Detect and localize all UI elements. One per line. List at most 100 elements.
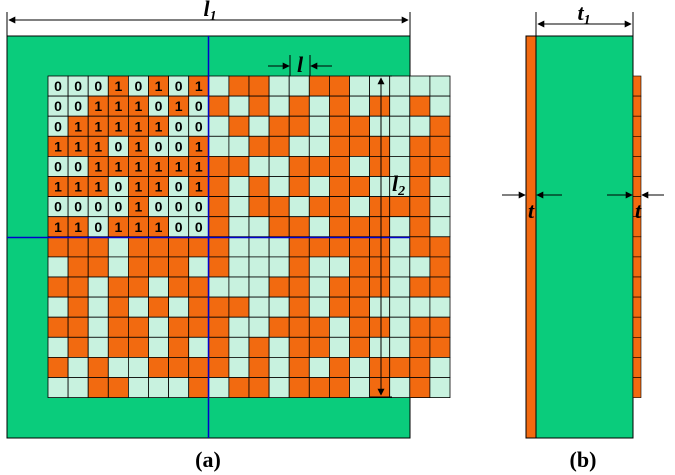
coding-bit: 1 [195, 179, 203, 195]
coding-bit: 0 [114, 138, 122, 154]
empty-cell [87, 276, 109, 298]
metal-cell [409, 276, 431, 298]
coding-bit: 1 [155, 78, 163, 94]
metal-cell [389, 196, 411, 218]
metal-cell [349, 115, 371, 137]
metal-cell [148, 236, 170, 258]
metal-cell [248, 336, 270, 358]
metal-cell [208, 296, 230, 318]
metal-cell [369, 256, 391, 278]
coding-bit: 1 [135, 118, 143, 134]
empty-cell [168, 377, 190, 399]
empty-cell [369, 75, 391, 97]
metal-cell [87, 236, 109, 258]
empty-cell [389, 75, 411, 97]
metal-cell [228, 75, 250, 97]
metal-cell [188, 356, 210, 378]
empty-cell [47, 336, 69, 358]
metal-cell [47, 236, 69, 258]
metal-cell [228, 115, 250, 137]
metal-cell [409, 336, 431, 358]
metal-cell [328, 176, 350, 198]
coding-bit: 1 [74, 219, 82, 235]
metal-cell [409, 135, 431, 157]
empty-cell [47, 256, 69, 278]
metal-cell [308, 236, 330, 258]
metal-cell [268, 115, 290, 137]
metal-cell [87, 256, 109, 278]
coding-bit: 1 [155, 118, 163, 134]
empty-cell [107, 256, 129, 278]
metasurface-grid [47, 75, 451, 399]
panel-b: t1 t t (b) [502, 0, 664, 472]
metal-cell [349, 336, 371, 358]
empty-cell [208, 377, 230, 399]
empty-cell [248, 256, 270, 278]
metal-cell [288, 115, 310, 137]
coding-bit: 1 [74, 179, 82, 195]
metal-cell [328, 296, 350, 318]
empty-cell [268, 377, 290, 399]
metal-cell [429, 276, 451, 298]
empty-cell [429, 216, 451, 238]
metal-cell [67, 276, 89, 298]
coding-bit: 0 [54, 118, 62, 134]
coding-bit: 1 [135, 98, 143, 114]
metal-cell [208, 155, 230, 177]
empty-cell [228, 256, 250, 278]
empty-cell [47, 377, 69, 399]
metal-cell [288, 377, 310, 399]
metal-cell [168, 276, 190, 298]
coding-bit: 0 [155, 98, 163, 114]
metal-cell [107, 336, 129, 358]
side-patch-segment [632, 136, 642, 157]
height-label: l2 [392, 171, 405, 199]
metal-cell [389, 356, 411, 378]
metal-cell [288, 176, 310, 198]
metal-cell [127, 256, 149, 278]
empty-cell [268, 296, 290, 318]
coding-bit: 0 [175, 118, 183, 134]
empty-cell [369, 115, 391, 137]
side-patch-segment [632, 95, 642, 117]
coding-bits: 0 0 0 1 0 1 0 10 0 1 1 1 0 1 00 1 1 1 1 1 0 01 1 1 0 1 0 0 10 0 1 1 1 1 1 1… [54, 78, 203, 235]
empty-cell [328, 336, 350, 358]
metal-cell [429, 135, 451, 157]
side-patch-segment [632, 156, 642, 177]
empty-cell [168, 296, 190, 318]
ground-plane-layer [525, 35, 537, 439]
empty-cell [87, 336, 109, 358]
empty-cell [148, 276, 170, 298]
metal-cell [429, 256, 451, 278]
metal-cell [127, 276, 149, 298]
metal-cell [188, 236, 210, 258]
empty-cell [228, 176, 250, 198]
metal-cell [349, 256, 371, 278]
metal-cell [288, 316, 310, 338]
metal-cell [308, 155, 330, 177]
metal-cell [168, 256, 190, 278]
coding-bit: 0 [175, 138, 183, 154]
coding-bit: 0 [135, 78, 143, 94]
coding-bit: 0 [54, 158, 62, 174]
left-coating-label: t [528, 198, 535, 223]
metal-cell [409, 377, 431, 399]
metal-cell [208, 176, 230, 198]
empty-cell [389, 135, 411, 157]
empty-cell [429, 296, 451, 318]
empty-cell [107, 236, 129, 258]
empty-cell [67, 377, 89, 399]
coding-bit: 0 [74, 98, 82, 114]
metal-cell [208, 356, 230, 378]
metal-cell [369, 155, 391, 177]
empty-cell [328, 256, 350, 278]
metal-cell [409, 216, 431, 238]
metal-cell [429, 115, 451, 137]
coding-bit: 1 [135, 199, 143, 215]
cell-size-label: l [297, 52, 304, 77]
metal-cell [369, 377, 391, 399]
coding-bit: 1 [94, 118, 102, 134]
coding-bit: 1 [114, 98, 122, 114]
metal-cell [67, 236, 89, 258]
empty-cell [308, 176, 330, 198]
